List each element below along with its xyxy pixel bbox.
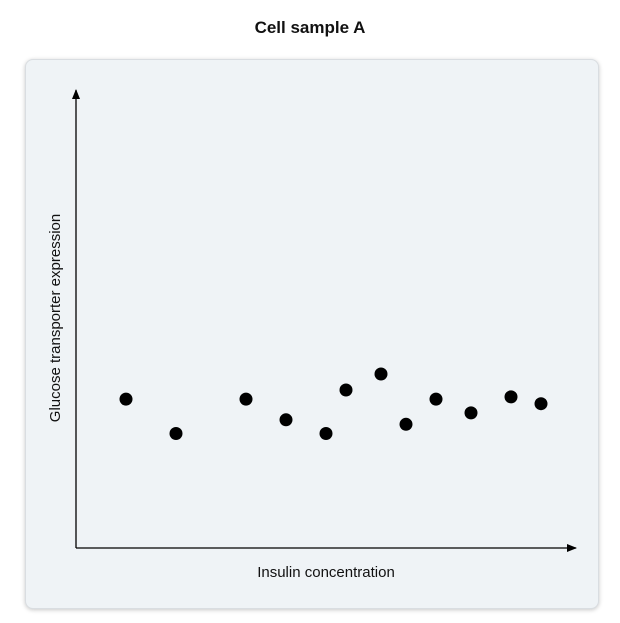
data-points	[119, 367, 548, 440]
chart-title: Cell sample A	[254, 18, 366, 37]
data-point-4	[279, 413, 293, 427]
data-point-8	[399, 417, 413, 431]
data-point-12	[534, 397, 548, 411]
data-point-5	[319, 427, 333, 440]
data-point-3	[239, 392, 253, 406]
y-axis-label: Glucose transporter expression	[47, 214, 64, 422]
data-point-6	[339, 383, 353, 397]
plot-panel	[25, 59, 599, 609]
data-point-9	[429, 392, 443, 406]
x-axis-label: Insulin concentration	[257, 564, 395, 581]
data-point-10	[464, 406, 478, 420]
data-point-2	[169, 427, 183, 440]
data-point-11	[504, 390, 518, 404]
data-point-7	[374, 367, 388, 381]
data-point-1	[119, 392, 133, 406]
